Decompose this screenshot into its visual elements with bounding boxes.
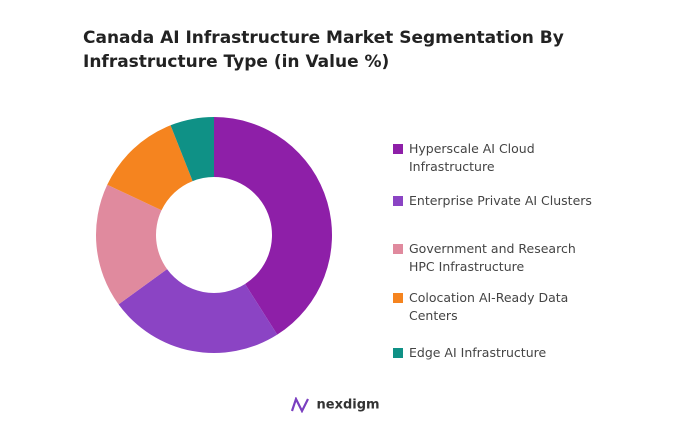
legend-swatch: [393, 196, 403, 206]
legend-item: Edge AI Infrastructure: [393, 344, 603, 362]
legend-swatch: [393, 144, 403, 154]
legend-swatch: [393, 348, 403, 358]
legend-item: Government and Research HPC Infrastructu…: [393, 240, 603, 276]
logo: nexdigm: [290, 396, 380, 414]
donut-slice: [214, 117, 333, 335]
legend-item: Colocation AI-Ready Data Centers: [393, 289, 603, 325]
legend-label: Hyperscale AI Cloud Infrastructure: [409, 141, 535, 174]
legend-item: Hyperscale AI Cloud Infrastructure: [393, 140, 603, 176]
legend-label: Edge AI Infrastructure: [409, 345, 547, 360]
legend-label: Colocation AI-Ready Data Centers: [409, 290, 569, 323]
donut-slice: [107, 125, 193, 211]
legend-swatch: [393, 244, 403, 254]
chart-title: Canada AI Infrastructure Market Segmenta…: [83, 28, 564, 72]
donut-slice: [170, 117, 214, 182]
legend-label: Government and Research HPC Infrastructu…: [409, 241, 576, 274]
donut-slice: [95, 184, 168, 305]
brand: nexdigm: [316, 397, 380, 413]
logo-icon: [290, 396, 309, 414]
legend-item: Enterprise Private AI Clusters: [393, 192, 603, 210]
legend-label: Enterprise Private AI Clusters: [409, 193, 592, 208]
donut-slice: [118, 269, 278, 353]
legend-swatch: [393, 293, 403, 303]
